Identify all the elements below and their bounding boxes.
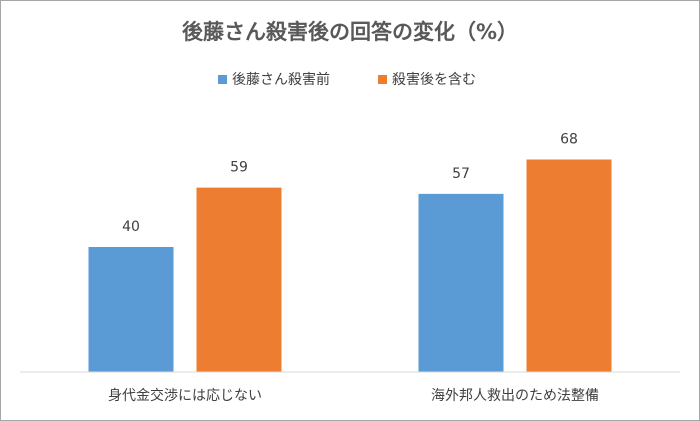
chart-title: 後藤さん殺害後の回答の変化（%） xyxy=(182,20,518,44)
value-label: 68 xyxy=(560,132,578,148)
legend-label: 殺害後を含む xyxy=(392,72,476,88)
legend-label: 後藤さん殺害前 xyxy=(232,71,330,88)
bar xyxy=(88,247,174,372)
x-tick-label: 身代金交渉には応じない xyxy=(108,387,262,404)
value-label: 40 xyxy=(122,219,140,235)
value-label: 59 xyxy=(230,160,248,176)
legend-swatch xyxy=(378,75,387,84)
value-label: 57 xyxy=(452,166,470,182)
legend-swatch xyxy=(218,75,227,84)
bar xyxy=(526,159,612,372)
bar xyxy=(196,187,282,372)
bar xyxy=(418,193,504,372)
x-tick-label: 海外邦人救出のため法整備 xyxy=(431,388,599,404)
